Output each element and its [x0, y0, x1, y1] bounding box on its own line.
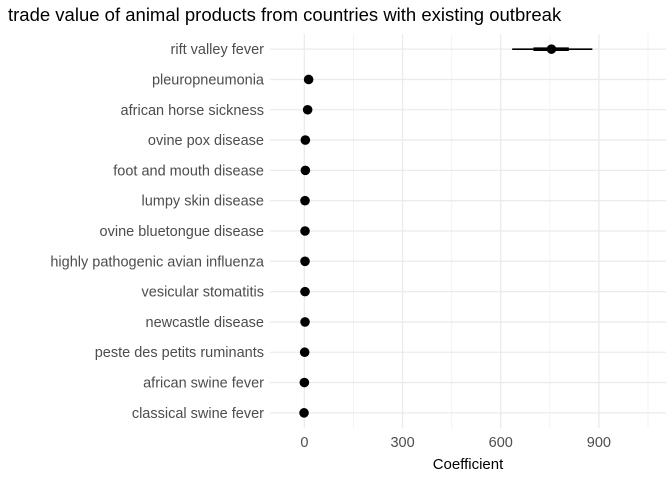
estimate-point	[300, 317, 310, 327]
grid-lines	[270, 34, 666, 428]
x-axis-title: Coefficient	[433, 456, 504, 473]
x-tick-label: 600	[489, 435, 513, 451]
estimate-point	[299, 347, 310, 358]
y-tick-label: african horse sickness	[121, 103, 264, 119]
estimate-point	[300, 226, 310, 236]
estimate-point	[300, 195, 310, 206]
estimate-point	[300, 286, 310, 297]
y-tick-label: lumpy skin disease	[142, 194, 265, 210]
y-tick-label: peste des petits ruminants	[95, 345, 264, 361]
estimate-point	[546, 44, 557, 54]
y-tick-label: classical swine fever	[132, 406, 264, 422]
estimate-point	[303, 74, 314, 85]
estimate-point	[300, 165, 311, 176]
y-tick-label: rift valley fever	[171, 42, 265, 58]
estimate-point	[299, 408, 309, 418]
y-tick-label: ovine pox disease	[148, 133, 264, 149]
x-tick-label: 300	[390, 435, 414, 451]
estimate-point	[299, 377, 310, 388]
estimate-point	[300, 256, 310, 267]
y-tick-label: pleuropneumonia	[152, 72, 265, 88]
y-tick-label: ovine bluetongue disease	[100, 224, 264, 240]
y-tick-label: highly pathogenic avian influenza	[50, 254, 265, 270]
y-tick-label: newcastle disease	[146, 315, 265, 331]
estimate-points	[299, 44, 557, 418]
estimate-point	[302, 104, 313, 115]
x-tick-label: 0	[300, 435, 308, 451]
chart-title: trade value of animal products from coun…	[8, 4, 562, 25]
y-tick-label: vesicular stomatitis	[142, 285, 264, 301]
y-tick-label: african swine fever	[143, 376, 264, 392]
y-tick-label: foot and mouth disease	[113, 163, 264, 179]
x-tick-label: 900	[587, 435, 611, 451]
estimate-point	[300, 135, 311, 145]
x-tick-labels: 0 300 600 900	[300, 435, 611, 451]
y-tick-labels: rift valley fever pleuropneumonia african …	[50, 42, 265, 422]
